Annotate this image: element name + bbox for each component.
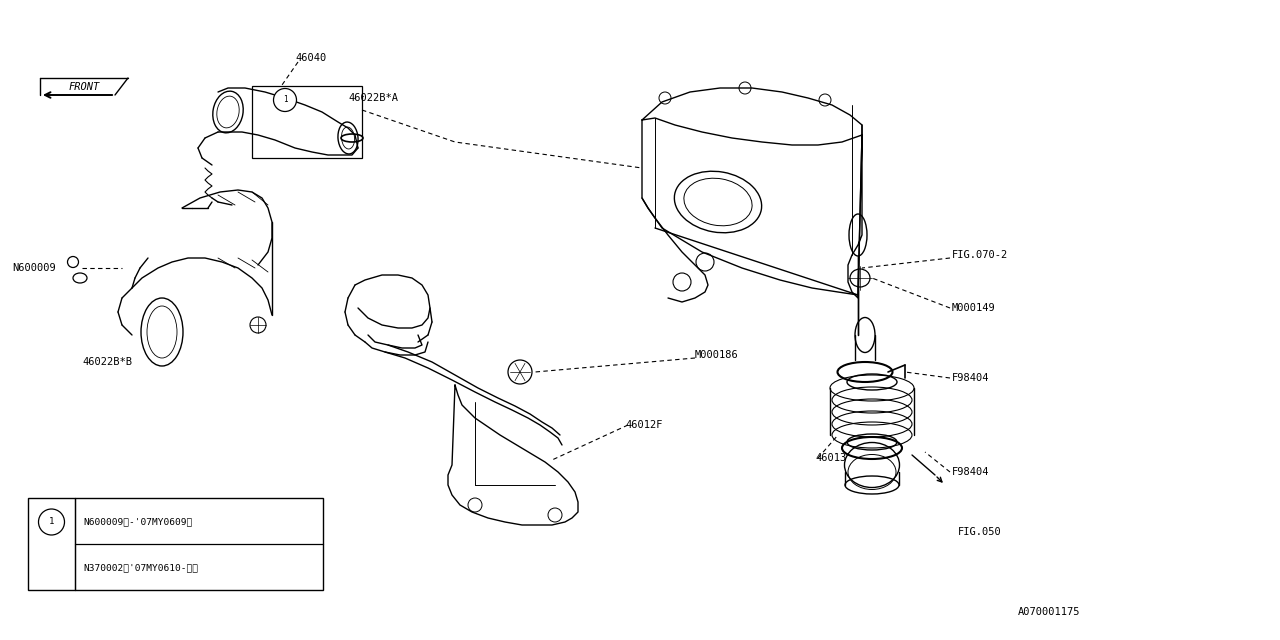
Text: 46013: 46013	[815, 453, 846, 463]
Circle shape	[38, 509, 64, 535]
Text: 1: 1	[283, 95, 287, 104]
Text: F98404: F98404	[952, 467, 989, 477]
Text: 46040: 46040	[294, 53, 326, 63]
Text: 46012F: 46012F	[625, 420, 663, 430]
Text: A070001175: A070001175	[1018, 607, 1080, 617]
Bar	[252, 86, 362, 158]
Text: M000186: M000186	[695, 350, 739, 360]
Text: FIG.050: FIG.050	[957, 527, 1002, 537]
Bar	[28, 498, 323, 590]
Text: FIG.070-2: FIG.070-2	[952, 250, 1009, 260]
Text: 46022B*B: 46022B*B	[82, 357, 132, 367]
Circle shape	[274, 88, 297, 111]
Text: 46022B*A: 46022B*A	[348, 93, 398, 103]
Text: FRONT: FRONT	[68, 81, 100, 92]
Text: F98404: F98404	[952, 373, 989, 383]
Text: M000149: M000149	[952, 303, 996, 313]
Text: N600009: N600009	[12, 263, 56, 273]
Text: 1: 1	[49, 518, 54, 527]
Text: N600009（-'07MY0609）: N600009（-'07MY0609）	[83, 518, 192, 527]
Text: N370002（'07MY0610-　）: N370002（'07MY0610- ）	[83, 563, 198, 573]
